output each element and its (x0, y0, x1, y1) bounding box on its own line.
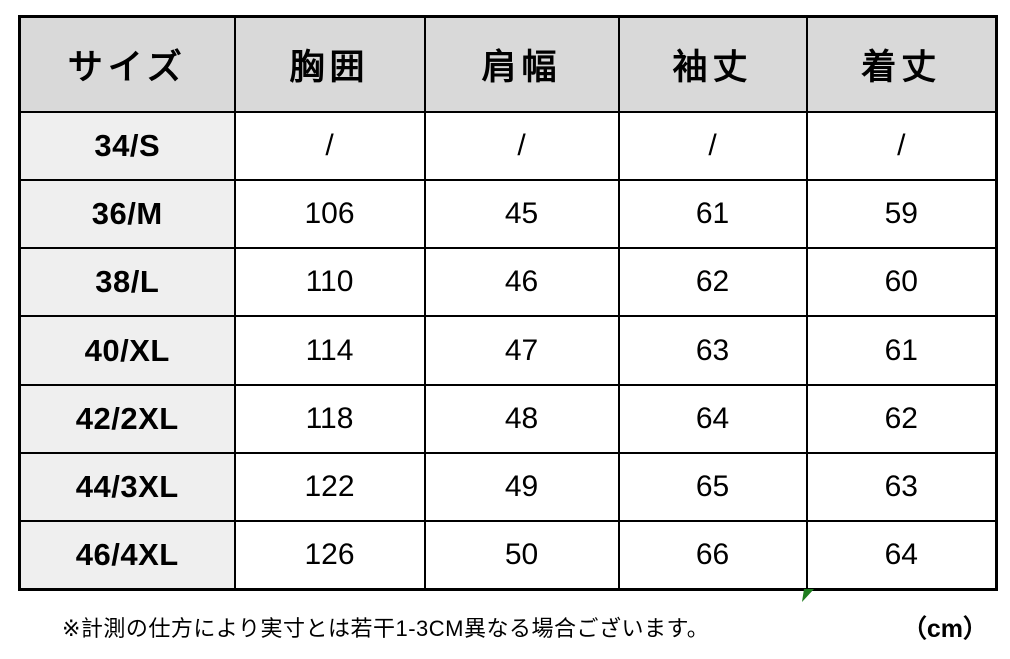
value-cell: / (423, 110, 620, 181)
value-cell: 110 (233, 247, 426, 318)
value-cell: 61 (617, 178, 808, 250)
row-header-size: 36/M (18, 178, 236, 250)
green-triangle-marker-icon (802, 589, 814, 602)
value-cell: 62 (617, 247, 808, 318)
value-cell: 61 (805, 315, 998, 386)
value-cell: 45 (423, 178, 620, 250)
size-chart-table: サイズ 胸囲 肩幅 袖丈 着丈 34/S / / / / 36/M 106 45… (18, 15, 998, 592)
value-cell: 46 (423, 247, 620, 318)
value-cell: 122 (233, 451, 426, 523)
unit-label: （cm） (901, 615, 988, 643)
header-row: サイズ 胸囲 肩幅 袖丈 着丈 (18, 15, 998, 113)
value-cell: / (805, 110, 998, 181)
measurement-note: ※計測の仕方により実寸とは若干1-3CM異なる場合ございます。 (62, 616, 710, 641)
value-cell: / (233, 110, 426, 181)
row-header-size: 44/3XL (18, 451, 236, 523)
value-cell: 47 (423, 315, 620, 386)
value-cell: 64 (617, 383, 808, 454)
row-header-size: 34/S (18, 110, 236, 181)
value-cell: 114 (233, 315, 426, 386)
value-cell: 66 (617, 520, 808, 591)
value-cell: 63 (805, 451, 998, 523)
table-row: 44/3XL 122 49 65 63 (18, 451, 998, 523)
value-cell: / (617, 110, 808, 181)
column-header-shoulder: 肩幅 (423, 15, 620, 113)
value-cell: 60 (805, 247, 998, 318)
table-row: 36/M 106 45 61 59 (18, 178, 998, 250)
row-header-size: 38/L (18, 247, 236, 318)
value-cell: 65 (617, 451, 808, 523)
column-header-length: 着丈 (805, 15, 998, 113)
table-row: 34/S / / / / (18, 110, 998, 181)
value-cell: 126 (233, 520, 426, 591)
value-cell: 106 (233, 178, 426, 250)
row-header-size: 42/2XL (18, 383, 236, 454)
value-cell: 49 (423, 451, 620, 523)
value-cell: 50 (423, 520, 620, 591)
value-cell: 62 (805, 383, 998, 454)
column-header-chest: 胸囲 (233, 15, 426, 113)
value-cell: 64 (805, 520, 998, 591)
value-cell: 59 (805, 178, 998, 250)
table-row: 38/L 110 46 62 60 (18, 247, 998, 318)
value-cell: 48 (423, 383, 620, 454)
row-header-size: 46/4XL (18, 520, 236, 591)
table-row: 42/2XL 118 48 64 62 (18, 383, 998, 454)
value-cell: 118 (233, 383, 426, 454)
table-row: 46/4XL 126 50 66 64 (18, 520, 998, 591)
value-cell: 63 (617, 315, 808, 386)
row-header-size: 40/XL (18, 315, 236, 386)
table-row: 40/XL 114 47 63 61 (18, 315, 998, 386)
column-header-sleeve: 袖丈 (617, 15, 808, 113)
column-header-size: サイズ (18, 15, 236, 113)
